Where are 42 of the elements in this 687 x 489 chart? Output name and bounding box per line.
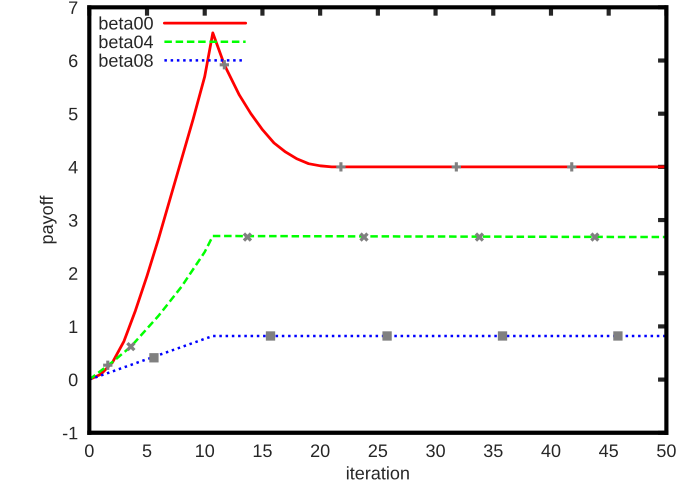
point [452, 162, 461, 172]
point [498, 331, 508, 341]
point [149, 353, 159, 362]
x-tick-label: 30 [426, 444, 445, 458]
y-tick-label: 7 [69, 1, 78, 14]
line-series [89, 31, 666, 381]
y-tick-label: 4 [68, 160, 78, 174]
y-tick-label: 1 [70, 320, 78, 333]
x-tick-label: 5 [142, 444, 152, 458]
x-tick-label: 25 [368, 444, 388, 458]
point [590, 232, 600, 242]
x-tick-label: 35 [484, 444, 503, 458]
y-tick-label: 0 [68, 374, 78, 386]
point [336, 162, 346, 172]
x-tick-label: 45 [599, 444, 618, 458]
y-axis-title: payoff [40, 196, 57, 244]
point [242, 232, 252, 242]
legend-label: beta08 [100, 54, 153, 67]
x-tick-label: 0 [84, 444, 94, 458]
legend-label: beta04 [100, 35, 154, 48]
y-tick-label: 3 [68, 214, 78, 227]
point [359, 232, 369, 242]
point [126, 342, 136, 352]
y-tick-label: -1 [62, 426, 78, 440]
x-axis-title: iteration [346, 466, 409, 480]
point [382, 331, 392, 341]
point [474, 232, 484, 242]
line-series [89, 234, 666, 381]
point [613, 331, 623, 341]
x-tick-label: 20 [311, 444, 330, 458]
x-tick-label: 40 [541, 444, 560, 458]
x-tick-label: 10 [196, 444, 214, 458]
y-tick-label: 5 [68, 108, 78, 120]
point [266, 331, 276, 341]
point [220, 60, 230, 70]
legend-label: beta00 [100, 16, 153, 30]
point [103, 360, 112, 370]
x-tick-label: 15 [254, 444, 272, 458]
y-tick-label: 2 [69, 267, 78, 280]
x-tick-label: 50 [657, 444, 676, 458]
point [567, 162, 576, 172]
y-tick-label: 6 [69, 54, 78, 68]
